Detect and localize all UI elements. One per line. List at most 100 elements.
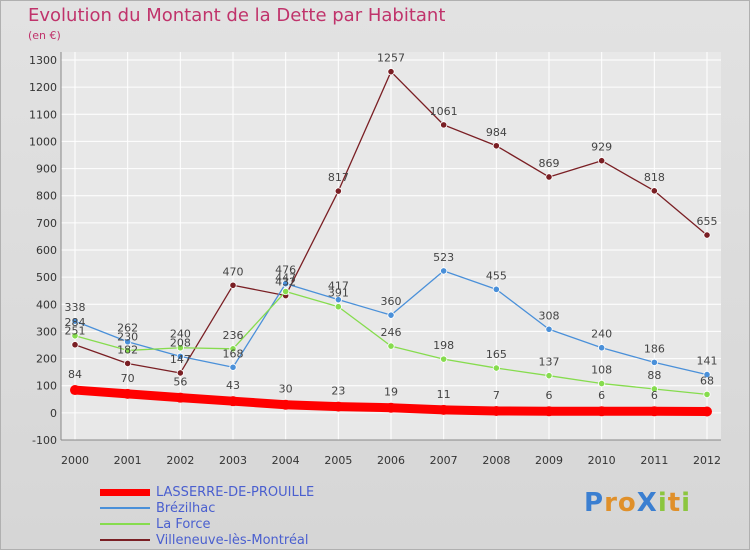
legend-item-lasserre: LASSERRE-DE-PROUILLE <box>100 484 314 500</box>
x-tick-label: 2004 <box>272 454 300 467</box>
y-tick-label: 200 <box>36 353 57 366</box>
y-tick-label: 400 <box>36 298 57 311</box>
data-point <box>440 267 448 275</box>
data-point <box>71 341 79 349</box>
x-tick-label: 2009 <box>535 454 563 467</box>
data-label: 68 <box>700 374 714 387</box>
legend-label-brezilhac: Brézilhac <box>156 500 216 516</box>
data-label: 56 <box>173 376 187 389</box>
x-tick-label: 2006 <box>377 454 405 467</box>
logo-letter: t <box>667 488 682 518</box>
data-label: 432 <box>275 276 296 289</box>
legend-label-la-force: La Force <box>156 516 211 532</box>
data-label: 6 <box>651 389 658 402</box>
data-point <box>650 358 658 366</box>
data-point <box>282 287 290 296</box>
data-label: 284 <box>65 316 86 329</box>
data-point <box>598 157 606 165</box>
data-label: 182 <box>117 343 138 356</box>
data-label: 818 <box>644 171 665 184</box>
data-point <box>703 390 711 398</box>
data-point <box>491 405 502 416</box>
x-tick-label: 2003 <box>219 454 247 467</box>
data-point <box>492 364 500 372</box>
data-point <box>492 285 500 293</box>
data-point <box>438 404 449 415</box>
data-point <box>229 363 237 371</box>
data-point <box>176 352 184 360</box>
data-label: 23 <box>331 385 345 398</box>
legend-label-villeneuve: Villeneuve-lès-Montréal <box>156 532 309 548</box>
data-point <box>545 325 553 333</box>
data-point <box>70 385 80 396</box>
data-label: 1257 <box>377 52 405 65</box>
data-label: 141 <box>697 355 718 368</box>
data-point <box>229 281 237 289</box>
data-point <box>228 396 238 407</box>
y-tick-label: 900 <box>36 163 57 176</box>
data-point <box>598 344 606 352</box>
data-point <box>282 280 290 288</box>
x-tick-label: 2008 <box>482 454 510 467</box>
data-point <box>440 355 448 363</box>
data-label: 11 <box>437 388 451 401</box>
data-point <box>280 399 291 410</box>
x-tick-label: 2000 <box>61 454 89 467</box>
data-point <box>386 402 396 413</box>
data-label: 30 <box>279 383 293 396</box>
y-tick-label: 800 <box>36 190 57 203</box>
data-point <box>650 385 658 393</box>
data-label: 308 <box>539 309 560 322</box>
y-tick-label: 100 <box>36 380 57 393</box>
data-label: 360 <box>381 295 402 308</box>
y-tick-label: 1000 <box>29 135 57 148</box>
logo-letter: o <box>617 488 637 518</box>
chart-title: Evolution du Montant de la Dette par Hab… <box>28 5 446 26</box>
data-label: 198 <box>433 339 454 352</box>
data-label: 240 <box>591 328 612 341</box>
legend-item-la-force: La Force <box>100 516 314 532</box>
data-point <box>124 346 132 355</box>
y-tick-label: -100 <box>32 434 57 447</box>
y-tick-label: 700 <box>36 217 57 230</box>
logo-letter: X <box>636 488 658 518</box>
data-label: 417 <box>328 280 349 293</box>
data-label: 869 <box>539 157 560 170</box>
data-point <box>176 369 184 377</box>
data-point <box>545 173 553 181</box>
data-label: 391 <box>328 287 349 300</box>
data-point <box>545 372 553 380</box>
y-tick-label: 1200 <box>29 81 57 94</box>
data-label: 6 <box>598 389 605 402</box>
data-point <box>176 344 184 352</box>
data-label: 929 <box>591 141 612 154</box>
data-label: 165 <box>486 348 507 361</box>
data-point <box>649 406 660 417</box>
x-tick-label: 2007 <box>430 454 458 467</box>
data-label: 43 <box>226 379 240 392</box>
y-tick-label: 600 <box>36 244 57 257</box>
logo-letter: r <box>604 488 618 518</box>
data-label: 523 <box>433 251 454 264</box>
data-label: 186 <box>644 342 665 355</box>
y-tick-label: 300 <box>36 325 57 338</box>
data-label: 984 <box>486 126 507 139</box>
x-tick-label: 2011 <box>640 454 668 467</box>
y-tick-label: 0 <box>50 407 57 420</box>
data-label: 262 <box>117 322 138 335</box>
data-label: 88 <box>647 369 661 382</box>
data-point <box>702 406 712 417</box>
x-tick-label: 2010 <box>588 454 616 467</box>
y-tick-label: 500 <box>36 271 57 284</box>
legend-item-villeneuve: Villeneuve-lès-Montréal <box>100 532 314 548</box>
data-point <box>124 359 132 368</box>
data-point <box>387 68 395 76</box>
data-label: 476 <box>275 264 296 277</box>
logo-letter: i <box>657 488 668 518</box>
data-label: 168 <box>223 347 244 360</box>
data-point <box>71 317 79 325</box>
data-label: 1061 <box>430 105 458 118</box>
x-tick-label: 2012 <box>693 454 721 467</box>
data-point <box>492 142 500 150</box>
unit-label: (en €) <box>28 29 61 42</box>
